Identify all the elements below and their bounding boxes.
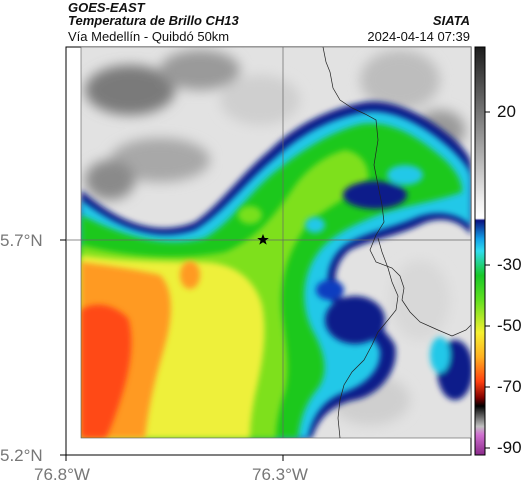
chart-title: Temperatura de Brillo CH13 [68, 13, 239, 28]
datetime-label: 2024-04-14 07:39 [367, 29, 470, 44]
department-boundary [322, 46, 472, 337]
colorbar-tick-label: -90 [497, 438, 522, 457]
lat-tick-label: 5.7°N [0, 231, 43, 250]
colorbar-tick-label: -50 [497, 316, 522, 335]
colorbar-tick-label: 20 [497, 102, 516, 121]
lat-tick-label: 5.2°N [0, 446, 43, 465]
colorbar-tick-label: -70 [497, 377, 522, 396]
municipal-boundary [337, 237, 399, 439]
product-label: GOES-EAST [68, 0, 145, 15]
colorbar-tick-label: -30 [497, 255, 522, 274]
colorbar [474, 46, 486, 456]
region-label: Vía Medellín - Quibdó 50km [68, 29, 230, 44]
lon-tick-label: 76.8°W [34, 465, 90, 484]
organization-label: SIATA [432, 13, 470, 28]
star-marker [257, 234, 269, 245]
lon-tick-label: 76.3°W [252, 465, 308, 484]
brightness-temperature-field [81, 47, 471, 438]
